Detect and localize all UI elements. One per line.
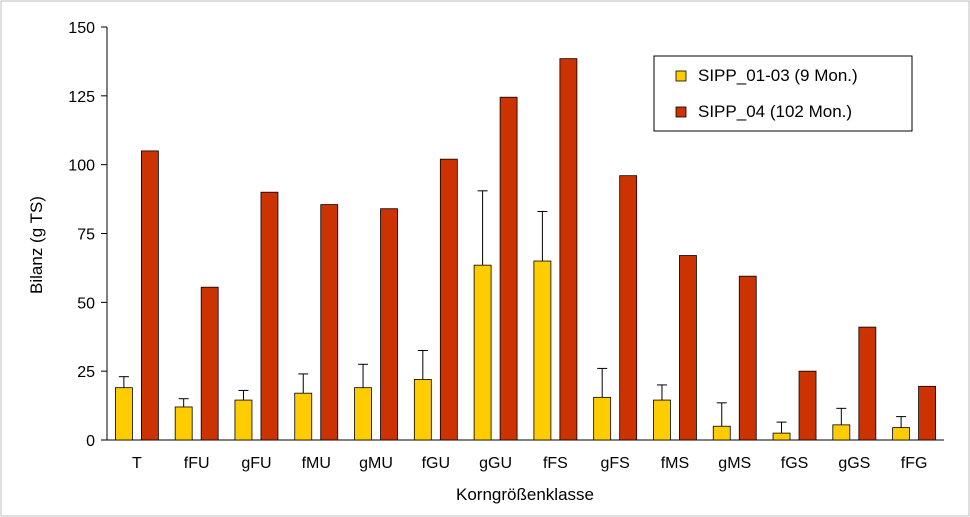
y-axis-label: Bilanz (g TS) xyxy=(27,196,46,294)
x-tick-label: gFS xyxy=(601,455,630,472)
y-tick-label: 0 xyxy=(86,433,95,450)
x-tick-label: fFS xyxy=(543,455,568,472)
bar-series-1 xyxy=(533,260,552,441)
bar-series-2 xyxy=(260,191,279,441)
bar-series-1 xyxy=(473,264,492,441)
x-tick-label: fMS xyxy=(661,455,689,472)
x-axis-label: Korngrößenklasse xyxy=(456,485,594,504)
bar-series-1 xyxy=(712,425,731,441)
bar-series-2 xyxy=(679,255,697,441)
bar-series-2 xyxy=(798,370,817,441)
x-tick-label: fMU xyxy=(302,455,331,472)
bar-series-1 xyxy=(114,387,133,441)
bar-series-1 xyxy=(413,379,432,441)
legend: SIPP_01-03 (9 Mon.) SIPP_04 (102 Mon.) xyxy=(653,55,913,132)
bar-series-2 xyxy=(439,158,458,441)
bar-series-2 xyxy=(499,96,518,441)
bar-series-1 xyxy=(174,406,193,441)
x-tick-label: gGU xyxy=(479,455,512,472)
y-tick-label: 25 xyxy=(77,364,95,381)
y-tick-label: 50 xyxy=(77,295,95,312)
bar-series-1 xyxy=(354,387,372,441)
y-tick-label: 125 xyxy=(68,89,95,106)
bar-series-1 xyxy=(772,432,791,441)
y-tick-label: 100 xyxy=(68,158,95,175)
x-tick-label: T xyxy=(132,455,142,472)
bar-series-2 xyxy=(200,286,219,441)
bar-series-2 xyxy=(320,204,339,441)
legend-label-series-1: SIPP_01-03 (9 Mon.) xyxy=(698,66,858,85)
bar-series-2 xyxy=(380,208,398,441)
x-tick-label: gMU xyxy=(359,455,393,472)
bar-series-1 xyxy=(832,424,851,441)
legend-box xyxy=(653,55,913,132)
x-tick-label: fGU xyxy=(422,455,450,472)
x-tick-label: gMS xyxy=(718,455,751,472)
x-tick-label: gGS xyxy=(838,455,870,472)
bar-series-1 xyxy=(294,392,313,441)
bar-series-1 xyxy=(892,427,911,441)
bar-series-1 xyxy=(653,399,671,441)
legend-swatch-series-2 xyxy=(675,106,687,118)
legend-swatch-series-1 xyxy=(675,70,687,82)
y-tick-label: 75 xyxy=(77,227,95,244)
legend-label-series-2: SIPP_04 (102 Mon.) xyxy=(698,102,852,121)
bars xyxy=(114,58,937,441)
y-tick-label: 150 xyxy=(68,20,95,37)
bar-series-1 xyxy=(593,396,612,441)
x-tick-label: fGS xyxy=(781,455,809,472)
bar-series-1 xyxy=(234,399,253,441)
bar-series-2 xyxy=(140,150,159,441)
error-bars xyxy=(118,190,907,434)
x-tick-label: fFU xyxy=(184,455,210,472)
bar-series-2 xyxy=(738,275,757,441)
x-tick-label: fFG xyxy=(901,455,928,472)
x-tick-label: gFU xyxy=(241,455,271,472)
bar-series-2 xyxy=(858,326,877,441)
y-ticks: 0 25 50 75 100 125 150 xyxy=(68,20,107,450)
bar-series-2 xyxy=(559,58,578,441)
bar-series-2 xyxy=(619,175,638,441)
bar-series-2 xyxy=(918,385,937,441)
